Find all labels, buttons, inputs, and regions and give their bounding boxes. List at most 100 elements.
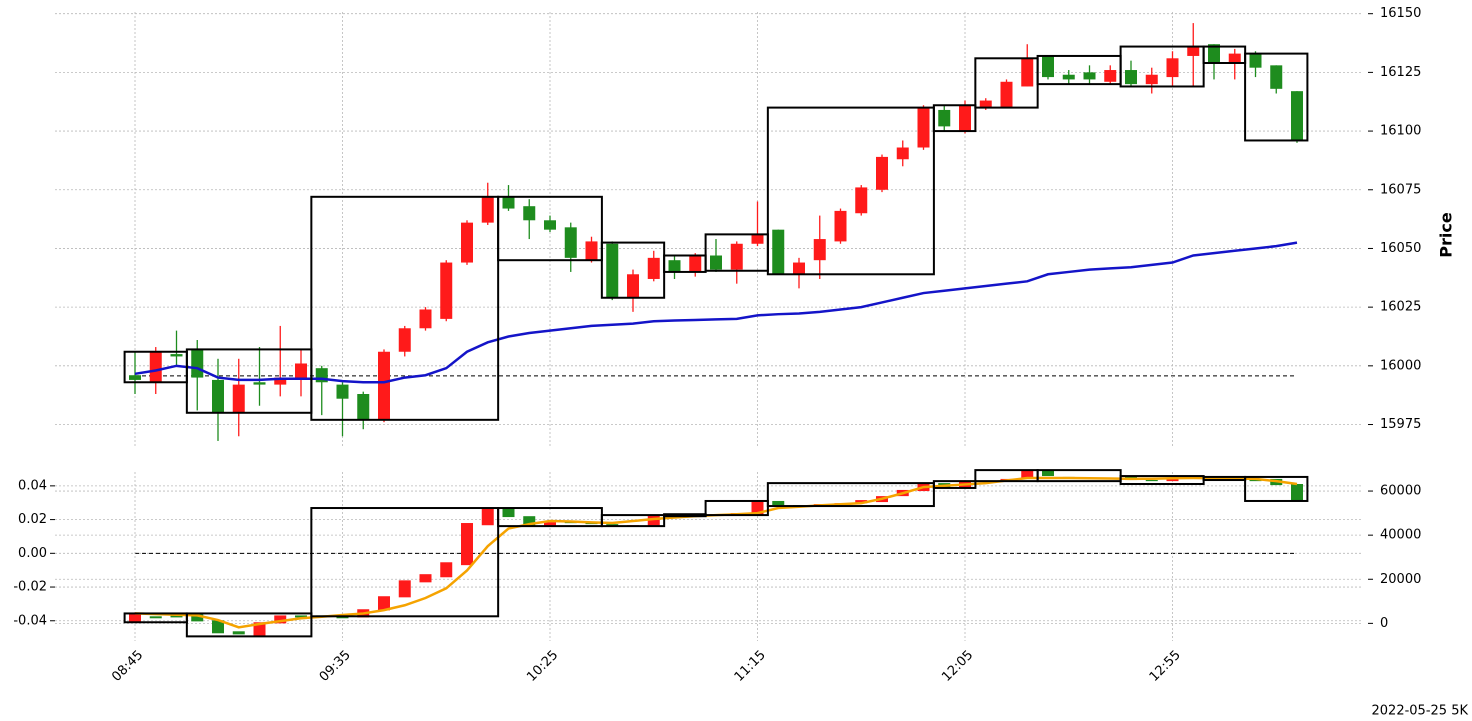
- candle-body: [627, 274, 639, 298]
- x-tick-label: 12:55: [1147, 648, 1184, 685]
- candle-body: [1166, 478, 1179, 482]
- y-tick-label: 16075: [1380, 182, 1421, 197]
- candle-body: [398, 580, 411, 598]
- candle-body: [129, 613, 141, 623]
- candle-body: [668, 260, 681, 272]
- candle-body: [855, 500, 868, 504]
- candle-body: [149, 616, 162, 619]
- range-box: [704, 499, 769, 517]
- candle-body: [730, 243, 743, 270]
- candle-body: [398, 328, 411, 352]
- candle-body: [191, 349, 204, 378]
- range-box: [310, 195, 500, 421]
- candle-body: [232, 384, 245, 413]
- moving-average-line: [134, 241, 1298, 384]
- candle-body: [523, 516, 536, 527]
- candle-body: [481, 508, 494, 526]
- candle-body: [378, 351, 390, 420]
- y2-tick-label: -0.04: [13, 613, 47, 628]
- candle-body: [1042, 55, 1054, 78]
- range-box: [600, 514, 666, 528]
- y-tick-label: 16150: [1380, 6, 1421, 21]
- candle-body: [502, 508, 515, 518]
- candle-body: [876, 156, 888, 190]
- candle-body: [751, 234, 764, 244]
- candle-body: [1291, 91, 1303, 141]
- candle-body: [1228, 53, 1241, 63]
- candle-body: [129, 375, 141, 380]
- candle-body: [1187, 46, 1200, 56]
- y2-tick-label: 0.00: [18, 546, 47, 561]
- x-tick-label: 08:45: [109, 648, 146, 685]
- candle-body: [481, 196, 494, 223]
- candle-body: [170, 354, 183, 357]
- candle-body: [647, 257, 660, 279]
- y-tick-label: 16025: [1380, 300, 1421, 315]
- range-box: [663, 513, 707, 518]
- y-tick-label: 20000: [1380, 572, 1421, 587]
- candle-body: [212, 379, 224, 413]
- range-box: [497, 195, 603, 262]
- candle-body: [274, 377, 287, 385]
- candle-body: [544, 522, 556, 527]
- candle-body: [1083, 72, 1096, 80]
- candle-body: [1062, 74, 1075, 80]
- candle-body: [585, 241, 598, 261]
- candle-body: [689, 255, 702, 272]
- candle-body: [834, 210, 847, 242]
- candle-body: [1145, 480, 1158, 482]
- candle-body: [1208, 44, 1220, 63]
- candle-body: [274, 615, 287, 624]
- range-box: [185, 612, 313, 638]
- candle-body: [378, 596, 390, 611]
- candle-body: [896, 147, 909, 160]
- candle-body: [938, 109, 951, 127]
- candle-body: [336, 384, 349, 399]
- y-tick-label: 16100: [1380, 124, 1421, 139]
- candle-body: [710, 255, 722, 270]
- x-tick-label: 09:35: [317, 648, 354, 685]
- candle-body: [1166, 58, 1179, 78]
- x-tick-label: 11:15: [732, 648, 769, 685]
- candle-body: [1249, 53, 1262, 68]
- candle-body: [1042, 470, 1054, 477]
- candle-body: [461, 523, 473, 566]
- candle-body: [1021, 470, 1034, 479]
- range-box: [766, 106, 935, 276]
- y-tick-label: 15975: [1380, 417, 1421, 432]
- candle-body: [1125, 70, 1137, 85]
- candle-body: [772, 500, 785, 506]
- candle-body: [170, 615, 183, 618]
- candle-body: [1021, 58, 1034, 87]
- y-tick-label: 16125: [1380, 65, 1421, 80]
- candle-body: [191, 614, 204, 622]
- x-tick-label: 12:05: [939, 648, 976, 685]
- candle-body: [295, 615, 307, 618]
- candle-body: [813, 239, 826, 261]
- range-box: [1244, 52, 1309, 142]
- candle-body: [855, 187, 868, 214]
- candle-body: [979, 100, 992, 108]
- candle-body: [917, 107, 930, 148]
- candle-body: [212, 620, 224, 634]
- candle-body: [253, 382, 266, 385]
- candle-body: [419, 574, 432, 583]
- y2-tick-label: 0.04: [18, 478, 47, 493]
- range-box: [1244, 475, 1309, 502]
- y-tick-label: 16000: [1380, 358, 1421, 373]
- candle-body: [564, 227, 577, 258]
- candle-body: [1104, 70, 1117, 82]
- range-box: [932, 480, 977, 489]
- candle-body: [793, 262, 805, 275]
- candle-body: [295, 363, 307, 378]
- y-tick-label: 16050: [1380, 241, 1421, 256]
- candle-body: [1000, 81, 1013, 108]
- x-tick-label: 10:25: [524, 648, 561, 685]
- range-box: [932, 104, 977, 133]
- candle-body: [232, 631, 245, 635]
- candle-body: [772, 229, 785, 275]
- candle-body: [502, 196, 515, 209]
- range-box: [310, 507, 500, 618]
